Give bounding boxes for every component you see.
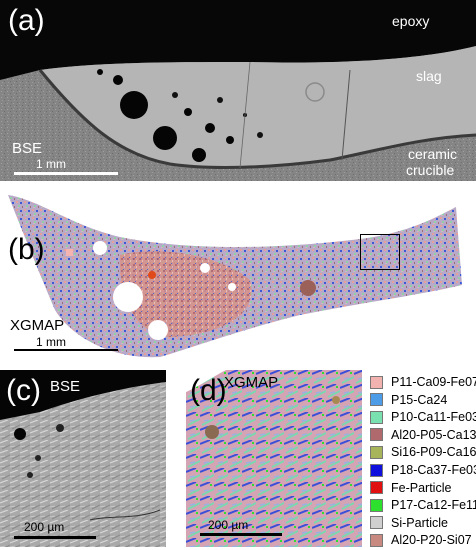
- legend-item: P18-Ca37-Fe03: [370, 461, 476, 479]
- legend-item: Al20-P20-Si07: [370, 531, 472, 549]
- legend-swatch: [370, 463, 383, 477]
- bse-label: BSE: [50, 378, 81, 395]
- panel-b-label: (b): [8, 233, 45, 266]
- xgmap-label: XGMAP: [224, 374, 279, 391]
- legend-swatch: [370, 393, 383, 407]
- scale-bar-label: 200 µm: [208, 518, 249, 532]
- zoom-region-box: [360, 234, 400, 270]
- panel-a-label: (a): [8, 4, 45, 37]
- scale-bar-label: 200 µm: [24, 520, 65, 534]
- panel-b-map: [8, 195, 462, 358]
- legend-item: Si16-P09-Ca16: [370, 443, 476, 461]
- slag-label: slag: [416, 68, 442, 84]
- panel-b: (b) XGMAP 1 mm: [0, 185, 476, 365]
- panel-c: (c) BSE 200 µm: [0, 370, 166, 547]
- panel-a: (a) epoxy slag BSE 1 mm ceramic crucible: [0, 0, 476, 181]
- epoxy-label: epoxy: [392, 13, 430, 29]
- crucible-label-line2: crucible: [406, 162, 455, 178]
- crucible-label-line1: ceramic: [408, 146, 458, 162]
- legend-item: P11-Ca09-Fe07: [370, 373, 476, 391]
- legend-item: P10-Ca11-Fe03: [370, 408, 476, 426]
- legend-swatch: [370, 428, 383, 442]
- scale-bar-label: 1 mm: [36, 335, 66, 349]
- panel-c-image: [0, 370, 166, 547]
- legend-item: Si-Particle: [370, 514, 448, 532]
- legend-item: Fe-Particle: [370, 479, 451, 497]
- panel-a-image: [0, 0, 476, 181]
- scale-bar: [14, 536, 96, 539]
- scale-bar: [200, 533, 282, 536]
- legend-swatch: [370, 375, 383, 389]
- legend-item: P15-Ca24: [370, 391, 447, 409]
- legend-swatch: [370, 445, 383, 459]
- bse-label: BSE: [12, 140, 43, 157]
- scale-bar: [14, 349, 118, 351]
- scale-bar: [14, 172, 118, 175]
- xgmap-label: XGMAP: [10, 317, 65, 334]
- legend-swatch: [370, 481, 383, 495]
- panel-d-map: [186, 370, 362, 547]
- legend-swatch: [370, 516, 383, 530]
- legend-item: P17-Ca12-Fe11: [370, 496, 476, 514]
- panel-d-label: (d): [190, 374, 227, 407]
- legend-swatch: [370, 410, 383, 424]
- legend-item: Al20-P05-Ca13: [370, 426, 476, 444]
- panel-d: (d) XGMAP 200 µm: [186, 370, 362, 547]
- legend-swatch: [370, 533, 383, 547]
- legend-swatch: [370, 498, 383, 512]
- scale-bar-label: 1 mm: [36, 157, 66, 171]
- panel-c-label: (c): [6, 374, 41, 407]
